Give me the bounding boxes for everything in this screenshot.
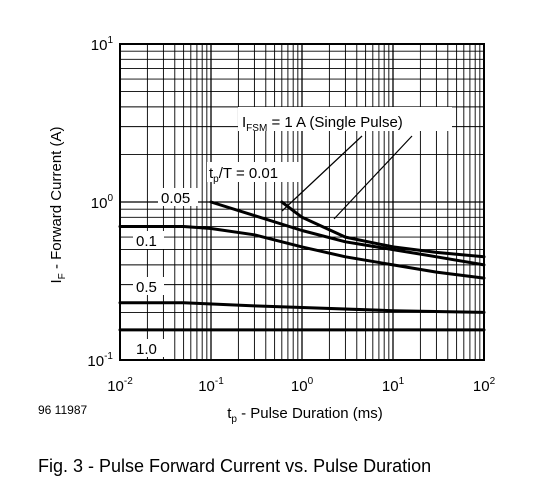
series-curve-0.01 (280, 200, 486, 259)
tp-t-label: tp/T = 0.01 (209, 165, 278, 185)
x-tick-label: 10-2 (107, 376, 133, 395)
tick-labels: 10-2 10-1 100 101 102 101 100 10-1 (87, 35, 495, 395)
y-tick-label: 10-1 (87, 351, 113, 370)
y-tick-label: 100 (91, 193, 114, 212)
series-layer (118, 200, 486, 332)
plot-frame (119, 43, 485, 361)
x-tick-label: 102 (473, 376, 496, 395)
series-curve-0.5 (118, 301, 486, 314)
curve-label-0.05: 0.05 (161, 190, 190, 207)
series-curve-0.1 (118, 225, 486, 280)
curve-label-1.0: 1.0 (136, 341, 157, 358)
series-curve-0.05 (209, 200, 486, 267)
x-axis-label: tp - Pulse Duration (ms) (227, 405, 383, 425)
curve-label-backing (133, 277, 164, 295)
annotation-leader-2 (333, 135, 413, 220)
curve-label-backing (158, 188, 198, 206)
annotation-leader-1 (281, 135, 363, 212)
curve-label-0.5: 0.5 (136, 279, 157, 296)
tp-label-backing (207, 162, 299, 182)
figure-caption: Fig. 3 - Pulse Forward Current vs. Pulse… (38, 456, 432, 476)
x-tick-label: 10-1 (198, 376, 224, 395)
x-tick-label: 100 (291, 376, 314, 395)
curve-label-backing (133, 231, 164, 249)
curve-label-backing (133, 339, 164, 357)
curve-labels: 0.05 0.1 0.5 1.0 (136, 190, 190, 358)
y-tick-label: 101 (91, 35, 114, 54)
curve-label-0.1: 0.1 (136, 233, 157, 250)
annotation-backing (238, 107, 452, 131)
x-tick-label: 101 (382, 376, 405, 395)
y-axis-label: IF - Forward Current (A) (48, 127, 68, 284)
document-number: 96 11987 (38, 403, 88, 417)
ifsm-annotation: IFSM = 1 A (Single Pulse) (242, 114, 403, 134)
